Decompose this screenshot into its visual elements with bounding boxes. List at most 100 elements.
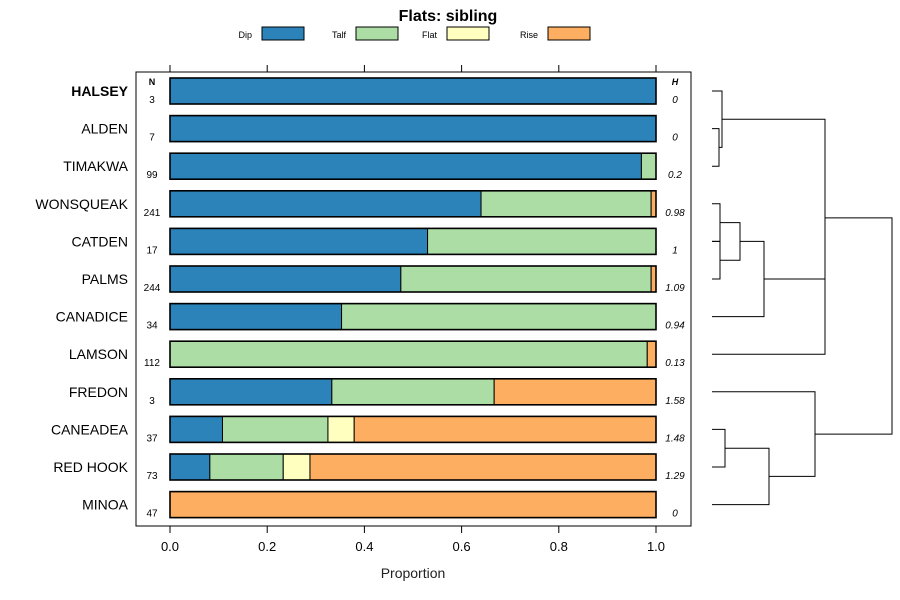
n-value: 3 (149, 95, 155, 106)
category-label: FREDON (69, 384, 128, 400)
bar-segment-talf-catden (427, 227, 657, 255)
n-value: 99 (146, 170, 158, 181)
dendrogram-link (712, 447, 770, 506)
h-value: 1.58 (665, 396, 685, 407)
dendrogram-link (720, 222, 741, 261)
bar-segment-talf-canadice (341, 303, 657, 331)
h-value: 0 (672, 133, 678, 144)
n-value: 37 (146, 433, 158, 444)
h-value: 0.13 (665, 358, 685, 369)
bar-segment-flat-red-hook (282, 453, 311, 481)
bar-outline (169, 415, 657, 444)
dendrogram-link (712, 128, 720, 167)
x-tick-label: 0.0 (161, 539, 179, 554)
x-tick-label: 0.6 (453, 539, 471, 554)
x-tick-label: 0.2 (258, 539, 276, 554)
bar-outline (169, 453, 657, 481)
bar-segment-dip-alden (169, 115, 657, 143)
legend: Dip Talf Flat Rise (238, 26, 591, 41)
h-value: 0 (672, 509, 678, 520)
dendrogram-link (712, 203, 721, 242)
category-label: RED HOOK (53, 459, 128, 475)
bar-segment-rise-lamson (646, 340, 657, 368)
bar-segment-talf-timakwa (640, 152, 657, 180)
bar-segment-talf-caneadea (221, 415, 329, 443)
bar-outline (169, 114, 657, 143)
h-value: 1.29 (665, 471, 685, 482)
dendrogram-link (712, 90, 723, 148)
bar-segment-talf-red-hook (209, 453, 284, 481)
bar-segment-dip-red-hook (169, 453, 211, 481)
bar-outline (169, 77, 657, 105)
plot-frame (135, 71, 692, 527)
category-label: PALMS (82, 271, 128, 287)
dendrogram-link (712, 240, 721, 280)
dendrogram-link (712, 391, 816, 477)
category-label: CATDEN (71, 233, 128, 249)
h-value: 0.94 (665, 321, 685, 332)
bar-segment-dip-caneadea (169, 415, 223, 443)
x-axis-label: Proportion (381, 565, 446, 581)
legend-swatch-talf (355, 26, 399, 41)
x-tick-label: 0.8 (550, 539, 568, 554)
category-label: HALSEY (71, 83, 128, 99)
bars (169, 77, 657, 519)
category-labels: HALSEY ALDEN TIMAKWA WONSQUEAK CATDEN PALMS CA… (35, 83, 128, 513)
h-value: 0 (672, 95, 678, 106)
category-label: ALDEN (81, 121, 128, 137)
n-value: 73 (146, 471, 158, 482)
category-label: WONSQUEAK (35, 196, 128, 212)
n-value: 7 (149, 133, 155, 144)
category-label: CANADICE (56, 309, 128, 325)
bar-segment-talf-lamson (169, 340, 648, 368)
category-label: MINOA (82, 497, 129, 513)
n-header: N (149, 77, 156, 87)
bar-segment-rise-caneadea (353, 415, 657, 443)
h-values: 0 0 0.2 0.98 1 1.09 0.94 0.13 1.58 1.48 1.29 0 (665, 95, 685, 520)
n-value: 241 (144, 208, 161, 219)
bar-segment-rise-red-hook (309, 453, 657, 481)
x-tick-label: 0.4 (355, 539, 373, 554)
bar-segment-talf-palms (400, 265, 652, 293)
legend-swatch-flat (446, 26, 490, 41)
bar-segment-dip-wonsqueak (169, 190, 482, 218)
category-label: TIMAKWA (63, 158, 128, 174)
bar-segment-dip-timakwa (169, 152, 642, 180)
n-value: 17 (146, 245, 158, 256)
n-value: 244 (144, 283, 161, 294)
bar-segment-dip-halsey (169, 77, 657, 105)
bar-segment-dip-catden (169, 227, 429, 255)
bar-outline (169, 227, 657, 256)
h-value: 0.2 (668, 170, 682, 181)
x-axis: 0.0 0.2 0.4 0.6 0.8 1.0 (161, 65, 665, 554)
bar-segment-flat-caneadea (327, 415, 355, 443)
bar-outline (169, 190, 657, 218)
h-value: 1.48 (665, 433, 685, 444)
category-label: LAMSON (69, 346, 128, 362)
n-value: 34 (146, 321, 158, 332)
bar-segment-dip-canadice (169, 303, 343, 331)
bar-segment-rise-fredon (493, 378, 657, 406)
bar-outline (169, 377, 657, 406)
bar-outline (169, 302, 657, 331)
bar-segment-dip-fredon (169, 378, 333, 406)
legend-swatch-rise (547, 26, 591, 41)
n-value: 112 (144, 358, 160, 369)
legend-label-talf: Talf (332, 30, 347, 40)
bar-outline (169, 152, 657, 180)
n-value: 3 (149, 396, 155, 407)
dendrogram-link (712, 428, 726, 468)
h-header: H (672, 77, 679, 87)
legend-swatch-dip (261, 26, 305, 41)
bar-segment-rise-minoa (169, 491, 657, 519)
h-value: 1.09 (665, 283, 685, 294)
bar-outline (169, 490, 657, 519)
n-value: 47 (146, 509, 158, 520)
h-value: 0.98 (665, 208, 685, 219)
dendrogram (712, 90, 893, 506)
legend-label-flat: Flat (422, 30, 438, 40)
category-label: CANEADEA (51, 421, 129, 437)
bar-outline (169, 340, 657, 369)
